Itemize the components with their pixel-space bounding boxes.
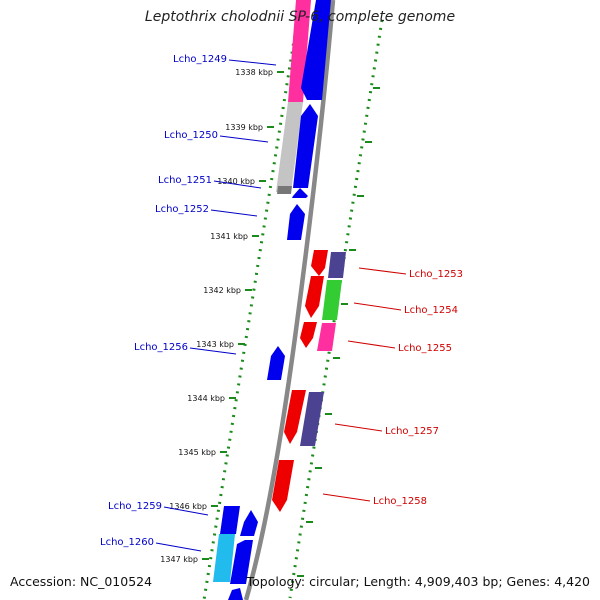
gene-block-lcho-1253-purple: [328, 252, 346, 278]
gene-arrow-lcho-1249: [301, 0, 331, 100]
tick-label: 1345 kbp: [178, 448, 216, 457]
leaders-right: [322, 267, 407, 502]
gene-label-right: Lcho_1255: [398, 343, 452, 354]
gene-label-right: Lcho_1253: [409, 269, 463, 280]
gene-arrow-lcho-1259: [240, 510, 258, 536]
gene-label-left: Lcho_1259: [108, 501, 162, 512]
leader-line-right: [358, 267, 407, 275]
leader-line-right: [347, 340, 396, 349]
gene-arrow-lcho-1257-red: [284, 390, 306, 444]
gene-label-left: Lcho_1250: [164, 130, 218, 141]
genome-summary-text: Topology: circular; Length: 4,909,403 bp…: [246, 574, 590, 589]
genome-backbone: [243, 0, 336, 600]
gene-arrow-lcho-1250: [293, 104, 318, 188]
leader-line-left: [210, 209, 258, 217]
leader-line-left: [228, 59, 277, 66]
gene-arrow-lcho-1260: [230, 540, 253, 584]
gene-arrow-lcho-1254-red: [305, 276, 324, 318]
tick-label: 1347 kbp: [160, 555, 198, 564]
tick-label: 1340 kbp: [217, 177, 255, 186]
tick-label: 1344 kbp: [187, 394, 225, 403]
leader-line-left: [213, 180, 262, 189]
gene-block-lcho-1259: [220, 506, 240, 534]
gene-arrow-lcho-1256: [267, 346, 285, 380]
tick-marks: [202, 71, 380, 577]
tick-label: 1339 kbp: [225, 123, 263, 132]
gene-label-right: Lcho_1254: [404, 305, 458, 316]
gene-label-left: Lcho_1252: [155, 204, 209, 215]
gene-arrow-bottom: [228, 588, 243, 600]
leader-line-left: [189, 347, 237, 355]
gene-block-lcho-1251-dark: [277, 186, 292, 194]
tick-label: 1346 kbp: [169, 502, 207, 511]
leader-line-left: [219, 135, 269, 143]
leaders-left: [155, 59, 277, 552]
map-title: Leptothrix cholodnii SP-6, complete geno…: [144, 9, 456, 25]
tick-labels: 1338 kbp 1339 kbp 1340 kbp 1341 kbp 1342 kbp…: [160, 68, 273, 564]
leader-line-left: [155, 542, 202, 552]
tick-label: 1343 kbp: [196, 340, 234, 349]
gene-label-right: Lcho_1257: [385, 426, 439, 437]
leader-line-right: [334, 423, 383, 432]
gene-block-lcho-1254-green: [322, 280, 342, 320]
gene-arrow-lcho-1253-red: [311, 250, 328, 276]
leader-line-left: [163, 506, 209, 516]
leader-line-right: [353, 302, 402, 311]
gene-arrow-lcho-1252: [287, 204, 305, 240]
gene-arrow-lcho-1255-red: [300, 322, 317, 348]
gene-arrow-lcho-1258-red: [272, 460, 294, 512]
gene-labels: Lcho_1249 Lcho_1250 Lcho_1251 Lcho_1252 Lcho…: [100, 54, 463, 548]
tick-label: 1338 kbp: [235, 68, 273, 77]
gene-label-left: Lcho_1256: [134, 342, 188, 353]
gene-block-lcho-1260-cyan: [213, 534, 235, 582]
tick-label: 1341 kbp: [210, 232, 248, 241]
accession-text: Accession: NC_010524: [10, 574, 153, 589]
gene-label-left: Lcho_1251: [158, 175, 212, 186]
gene-arrow-lcho-1251: [292, 188, 308, 198]
gene-block-lcho-1250-gray: [276, 102, 303, 192]
gene-label-right: Lcho_1258: [373, 496, 427, 507]
right-ruler-line: [288, 19, 384, 599]
leader-line-right: [322, 493, 371, 502]
gene-block-lcho-1249-pink: [288, 0, 311, 102]
tick-label: 1342 kbp: [203, 286, 241, 295]
gene-block-lcho-1255-pink: [317, 323, 336, 351]
left-ruler-line: [202, 27, 298, 600]
gene-block-lcho-1257-purple: [300, 392, 324, 446]
gene-label-left: Lcho_1260: [100, 537, 154, 548]
gene-label-left: Lcho_1249: [173, 54, 227, 65]
